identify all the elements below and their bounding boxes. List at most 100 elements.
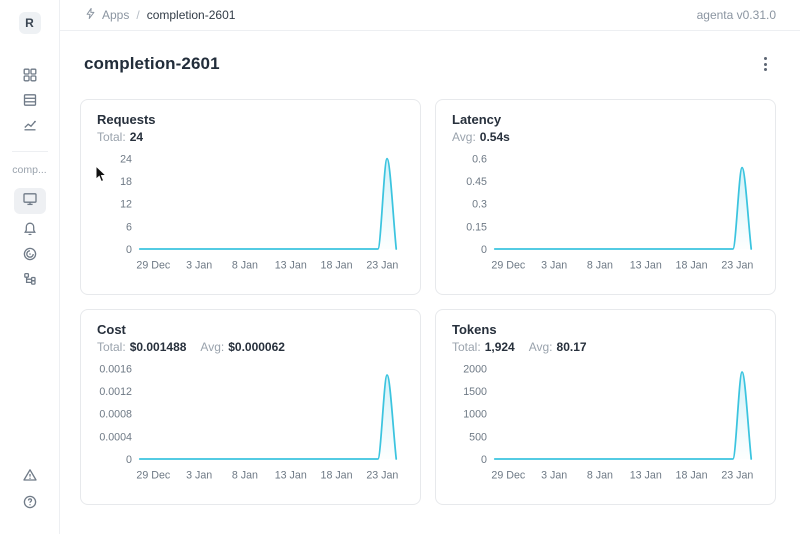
metric-card-stats: Avg: 0.54s <box>452 130 759 144</box>
x-axis-tick: 8 Jan <box>587 259 613 271</box>
stat-label: Avg: <box>452 130 476 144</box>
more-options-button[interactable] <box>754 53 776 75</box>
y-axis-tick: 0 <box>126 244 132 256</box>
x-axis-tick: 23 Jan <box>366 469 398 481</box>
line-chart-icon <box>22 117 38 138</box>
y-axis-tick: 0 <box>126 454 132 466</box>
metric-chart: 0 500 1000 1500 2000 29 Dec 3 Jan 8 Jan 13 Jan 18… <box>463 364 753 482</box>
sidebar-item-help[interactable] <box>14 493 46 516</box>
metric-stat: Avg: 0.54s <box>452 130 510 144</box>
metric-card-title: Tokens <box>452 322 497 337</box>
metric-stat: Avg: 80.17 <box>529 340 587 354</box>
x-axis-tick: 29 Dec <box>491 259 525 271</box>
sidebar-item-traces[interactable] <box>14 270 46 293</box>
sidebar-app-label: comp... <box>12 164 47 176</box>
series-area <box>494 167 752 249</box>
metric-stat: Avg: $0.000062 <box>200 340 285 354</box>
top-bar: Apps / completion-2601 agenta v0.31.0 <box>60 0 800 31</box>
y-axis-tick: 24 <box>120 154 132 166</box>
metric-stat: Total: 24 <box>97 130 143 144</box>
stat-label: Total: <box>97 130 126 144</box>
metric-chart: 0 0.0004 0.0008 0.0012 0.0016 29 Dec 3 Jan 8 Ja… <box>99 364 398 482</box>
metric-card: Latency Avg: 0.54s 0 0.15 0.3 0.45 0.6 29 Dec 3… <box>435 99 776 295</box>
help-icon <box>22 494 38 515</box>
breadcrumb-separator: / <box>136 8 140 22</box>
metric-chart: 0 0.15 0.3 0.45 0.6 29 Dec 3 Jan 8 Jan 13 Jan 18 … <box>466 154 753 272</box>
x-axis-tick: 13 Jan <box>275 259 307 271</box>
x-axis-tick: 3 Jan <box>186 469 212 481</box>
metric-chart: 0 6 12 18 24 29 Dec 3 Jan 8 Jan 13 Jan 18 Jan 23 J… <box>120 154 398 272</box>
y-axis-tick: 6 <box>126 221 132 233</box>
sidebar-item-observability[interactable] <box>14 245 46 268</box>
page-title: completion-2601 <box>84 54 220 73</box>
metric-card: Requests Total: 24 0 6 12 18 24 29 Dec 3 Jan 8 J… <box>80 99 421 295</box>
main-area: Apps / completion-2601 agenta v0.31.0 co… <box>60 0 800 534</box>
version-label: agenta v0.31.0 <box>696 8 776 22</box>
x-axis-tick: 8 Jan <box>232 469 258 481</box>
sidebar-item-analytics[interactable] <box>14 116 46 139</box>
x-axis-tick: 3 Jan <box>186 259 212 271</box>
bell-icon <box>22 221 38 242</box>
series-area <box>139 374 397 459</box>
y-axis-tick: 18 <box>120 176 132 188</box>
breadcrumb-current: completion-2601 <box>146 8 236 22</box>
x-axis-tick: 18 Jan <box>676 259 708 271</box>
metric-card-title: Latency <box>452 112 502 127</box>
x-axis-tick: 18 Jan <box>321 259 353 271</box>
avatar[interactable]: R <box>18 12 41 34</box>
y-axis-tick: 1000 <box>463 409 487 421</box>
x-axis-tick: 13 Jan <box>630 469 662 481</box>
x-axis-tick: 29 Dec <box>136 469 170 481</box>
sidebar-item-overview[interactable] <box>13 188 46 214</box>
y-axis-tick: 12 <box>120 199 132 211</box>
x-axis-tick: 23 Jan <box>366 259 398 271</box>
metric-card-title: Requests <box>97 112 156 127</box>
sidebar-item-apps[interactable] <box>14 66 46 89</box>
sidebar-bottom <box>14 466 46 534</box>
x-axis-tick: 13 Jan <box>630 259 662 271</box>
y-axis-tick: 0.6 <box>472 154 487 166</box>
sidebar-divider <box>11 151 48 152</box>
y-axis-tick: 500 <box>469 431 487 443</box>
sidebar: R <box>0 0 60 534</box>
y-axis-tick: 0 <box>481 244 487 256</box>
title-row: completion-2601 <box>84 53 776 75</box>
series-area <box>139 158 397 249</box>
sidebar-item-datasets[interactable] <box>14 91 46 114</box>
y-axis-tick: 0.45 <box>466 176 487 188</box>
content: completion-2601 Requests Total: 24 0 6 12 18… <box>60 31 800 534</box>
x-axis-tick: 8 Jan <box>232 259 258 271</box>
x-axis-tick: 18 Jan <box>676 469 708 481</box>
x-axis-tick: 13 Jan <box>275 469 307 481</box>
stat-value: $0.001488 <box>129 340 187 354</box>
stat-value: 80.17 <box>556 340 587 354</box>
alert-triangle-icon <box>22 467 38 488</box>
y-axis-tick: 0.3 <box>472 199 487 211</box>
y-axis-tick: 0.15 <box>466 221 487 233</box>
sidebar-nav: comp... <box>11 66 48 295</box>
stat-label: Total: <box>97 340 126 354</box>
metric-stat: Total: 1,924 <box>452 340 515 354</box>
x-axis-tick: 23 Jan <box>721 259 753 271</box>
x-axis-tick: 29 Dec <box>491 469 525 481</box>
stat-value: $0.000062 <box>228 340 285 354</box>
stat-value: 0.54s <box>479 130 510 144</box>
breadcrumb-apps-link[interactable]: Apps <box>84 7 129 23</box>
metrics-grid: Requests Total: 24 0 6 12 18 24 29 Dec 3 Jan 8 J… <box>80 99 776 505</box>
metric-card-stats: Total: $0.001488 Avg: $0.000062 <box>97 340 404 354</box>
sidebar-item-alerts[interactable] <box>14 466 46 489</box>
breadcrumb: Apps / completion-2601 <box>84 7 235 23</box>
stat-label: Total: <box>452 340 481 354</box>
radar-icon <box>22 246 38 267</box>
x-axis-tick: 3 Jan <box>541 469 567 481</box>
stat-label: Avg: <box>200 340 225 354</box>
y-axis-tick: 0.0004 <box>99 431 132 443</box>
sidebar-item-playground[interactable] <box>14 220 46 243</box>
monitor-icon <box>22 191 38 212</box>
bolt-icon <box>84 7 97 23</box>
x-axis-tick: 23 Jan <box>721 469 753 481</box>
stat-value: 24 <box>129 130 144 144</box>
apps-grid-icon <box>22 67 38 88</box>
y-axis-tick: 0.0012 <box>99 386 132 398</box>
